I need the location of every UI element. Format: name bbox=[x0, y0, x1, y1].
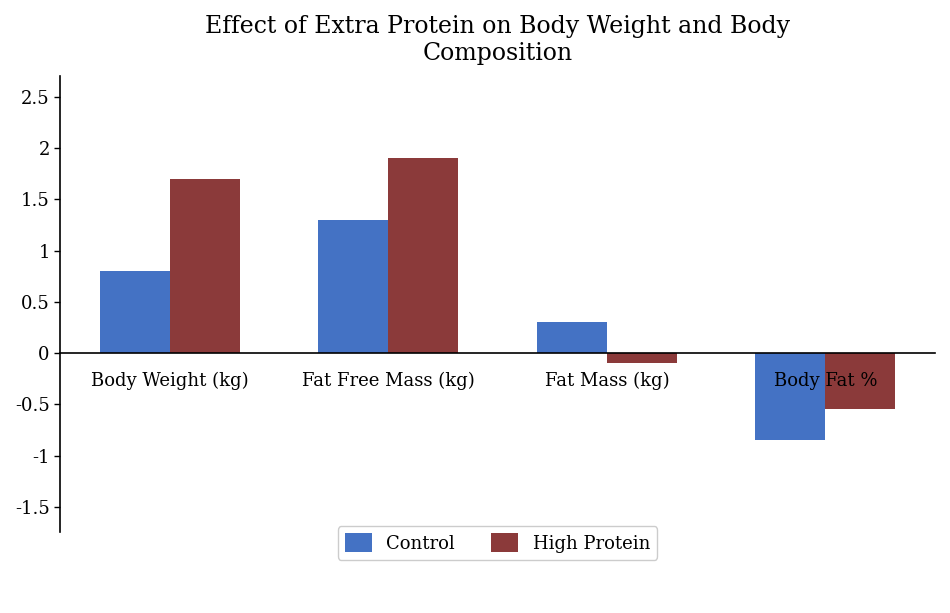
Bar bbox=[826, 353, 895, 409]
Text: Fat Free Mass (kg): Fat Free Mass (kg) bbox=[302, 371, 475, 390]
Text: Fat Mass (kg): Fat Mass (kg) bbox=[544, 371, 669, 390]
Bar bbox=[389, 158, 458, 353]
Bar bbox=[170, 179, 239, 353]
Bar bbox=[318, 220, 389, 353]
Legend: Control, High Protein: Control, High Protein bbox=[337, 526, 657, 560]
Bar bbox=[755, 353, 826, 440]
Title: Effect of Extra Protein on Body Weight and Body
Composition: Effect of Extra Protein on Body Weight a… bbox=[205, 15, 790, 64]
Bar bbox=[537, 322, 607, 353]
Text: Body Fat %: Body Fat % bbox=[773, 371, 877, 389]
Bar bbox=[607, 353, 676, 364]
Text: Body Weight (kg): Body Weight (kg) bbox=[91, 371, 249, 390]
Bar bbox=[100, 271, 170, 353]
